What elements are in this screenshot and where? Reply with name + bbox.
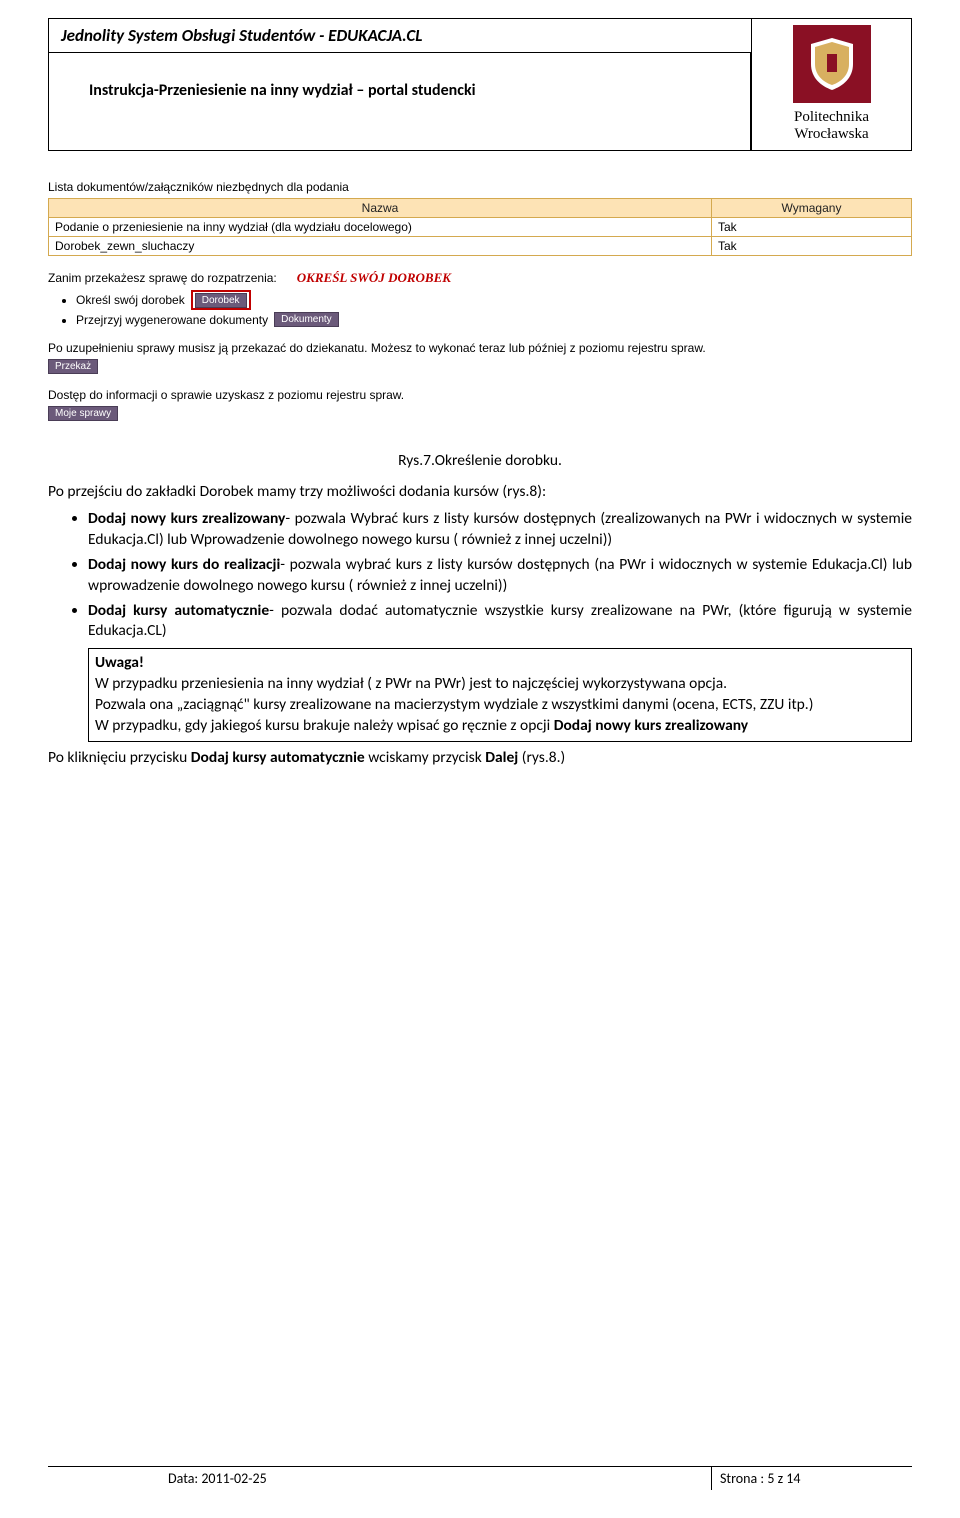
instruction-title: Instrukcja-Przeniesienie na inny wydział… xyxy=(49,53,751,150)
after-a: Po kliknięciu przycisku xyxy=(48,748,191,767)
col-header-name: Nazwa xyxy=(49,199,712,218)
footer-page-label: Strona : xyxy=(720,1470,767,1487)
before-submit-row: Zanim przekażesz sprawę do rozpatrzenia:… xyxy=(48,270,912,286)
footer-date-label: Data: xyxy=(168,1470,201,1487)
list-item: Dodaj nowy kurs zrealizowany- pozwala Wy… xyxy=(88,509,912,551)
uni-name-line1: Politechnika xyxy=(794,109,869,125)
header-sub-row: Instrukcja-Przeniesienie na inny wydział… xyxy=(49,53,911,150)
intro-paragraph: Po przejściu do zakładki Dorobek mamy tr… xyxy=(48,482,912,503)
footer-date-value: 2011-02-25 xyxy=(201,1470,266,1487)
note-box: Uwaga! W przypadku przeniesienia na inny… xyxy=(88,648,912,742)
doc-name-cell: Dorobek_zewn_sluchaczy xyxy=(49,237,712,256)
bullet2-lead: Dodaj nowy kurs do realizacji xyxy=(88,555,280,574)
university-logo-cell: Politechnika Wrocławska xyxy=(751,19,911,150)
table-row: Podanie o przeniesienie na inny wydział … xyxy=(49,218,912,237)
footer-page: Strona : 5 z 14 xyxy=(712,1467,912,1490)
documents-table: Nazwa Wymagany Podanie o przeniesienie n… xyxy=(48,198,912,256)
page-content: Lista dokumentów/załączników niezbędnych… xyxy=(48,180,912,775)
list-item: Przejrzyj wygenerowane dokumenty Dokumen… xyxy=(76,312,912,327)
note-p3: W przypadku, gdy jakiegoś kursu brakuje … xyxy=(95,716,905,737)
page-footer: Data: 2011-02-25 Strona : 5 z 14 xyxy=(48,1466,912,1490)
document-body: Rys.7.Określenie dorobku. Po przejściu d… xyxy=(48,451,912,769)
footer-page-value: 5 z 14 xyxy=(767,1470,800,1487)
note-label: Uwaga! xyxy=(95,653,144,672)
page-header-frame: Jednolity System Obsługi Studentów - EDU… xyxy=(48,18,912,151)
footer-date: Data: 2011-02-25 xyxy=(48,1467,712,1490)
doc-req-cell: Tak xyxy=(712,237,912,256)
note-p3b: Dodaj nowy kurs zrealizowany xyxy=(554,716,748,735)
table-row: Dorobek_zewn_sluchaczy Tak xyxy=(49,237,912,256)
after-c: wciskamy przycisk xyxy=(365,748,486,767)
col-header-required: Wymagany xyxy=(712,199,912,218)
note-p1: W przypadku przeniesienia na inny wydzia… xyxy=(95,674,905,695)
list-item: Określ swój dorobek Dorobek xyxy=(76,290,912,310)
documents-button[interactable]: Dokumenty xyxy=(274,312,339,327)
dorobek-button[interactable]: Dorobek xyxy=(195,293,247,308)
li-dorobek-text: Określ swój dorobek xyxy=(76,293,185,307)
before-submit-text: Zanim przekażesz sprawę do rozpatrzenia: xyxy=(48,271,277,285)
system-title: Jednolity System Obsługi Studentów - EDU… xyxy=(61,25,422,46)
doc-name-cell: Podanie o przeniesienie na inny wydział … xyxy=(49,218,712,237)
note-p3a: W przypadku, gdy jakiegoś kursu brakuje … xyxy=(95,716,554,735)
doc-req-cell: Tak xyxy=(712,218,912,237)
after-b: Dodaj kursy automatycznie xyxy=(191,748,365,767)
note-p2: Pozwala ona „zaciągnąć" kursy zrealizowa… xyxy=(95,695,905,716)
li-docs-text: Przejrzyj wygenerowane dokumenty xyxy=(76,313,268,327)
doc-list-title: Lista dokumentów/załączników niezbędnych… xyxy=(48,180,912,194)
figure-caption: Rys.7.Określenie dorobku. xyxy=(48,451,912,472)
my-cases-button[interactable]: Moje sprawy xyxy=(48,406,118,421)
bullet3-lead: Dodaj kursy automatycznie xyxy=(88,601,269,620)
list-item: Dodaj nowy kurs do realizacji- pozwala w… xyxy=(88,555,912,597)
embedded-screenshot: Lista dokumentów/załączników niezbędnych… xyxy=(48,180,912,421)
after-e: (rys.8.) xyxy=(518,748,565,767)
options-list: Dodaj nowy kurs zrealizowany- pozwala Wy… xyxy=(88,509,912,643)
submit-info: Po uzupełnieniu sprawy musisz ją przekaz… xyxy=(48,341,912,355)
university-name: Politechnika Wrocławska xyxy=(794,109,869,144)
university-crest-icon xyxy=(793,25,871,103)
list-item: Dodaj kursy automatycznie- pozwala dodać… xyxy=(88,601,912,643)
before-submit-list: Określ swój dorobek Dorobek Przejrzyj wy… xyxy=(76,290,912,327)
submit-button[interactable]: Przekaż xyxy=(48,359,98,374)
uni-name-line2: Wrocławska xyxy=(794,126,868,142)
dorobek-callout: OKREŚL SWÓJ DOROBEK xyxy=(297,270,451,285)
after-d: Dalej xyxy=(485,748,518,767)
bullet1-lead: Dodaj nowy kurs zrealizowany xyxy=(88,509,285,528)
after-paragraph: Po kliknięciu przycisku Dodaj kursy auto… xyxy=(48,748,912,769)
access-info: Dostęp do informacji o sprawie uzyskasz … xyxy=(48,388,912,402)
dorobek-highlight-box: Dorobek xyxy=(191,290,251,310)
